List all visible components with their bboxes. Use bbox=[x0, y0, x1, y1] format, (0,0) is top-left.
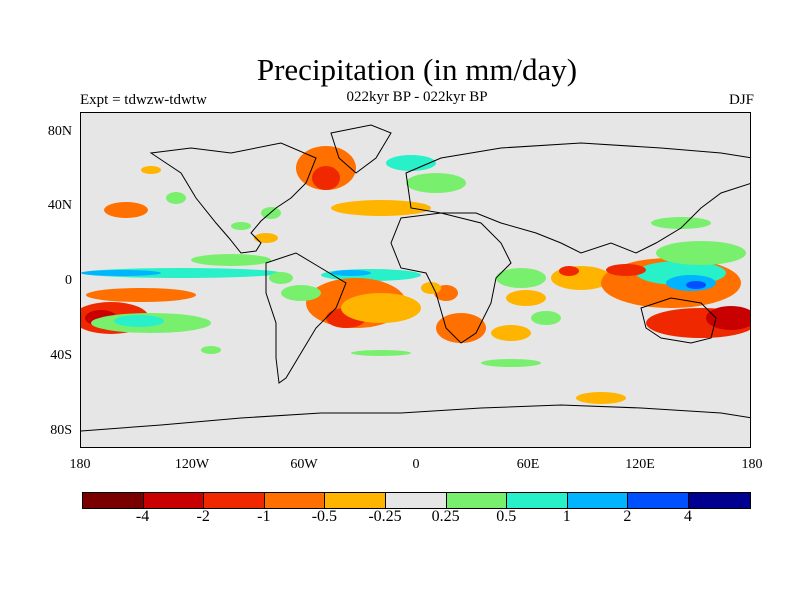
period-label: 022kyr BP - 022kyr BP bbox=[346, 89, 488, 105]
lat-label-40n: 40N bbox=[47, 198, 72, 213]
colorbar-swatch bbox=[446, 493, 508, 508]
colorbar-swatch bbox=[325, 493, 386, 508]
colorbar-swatch bbox=[204, 493, 265, 508]
map-svg bbox=[81, 124, 750, 432]
colorbar-swatch bbox=[507, 493, 568, 508]
colorbar-label: -4 bbox=[135, 508, 150, 525]
lat-label-80s: 80S bbox=[50, 423, 72, 438]
colorbar-swatch bbox=[264, 493, 326, 508]
lon-label-60w: 60W bbox=[290, 457, 318, 472]
colorbar-label: -2 bbox=[196, 508, 210, 525]
colorbar-label: 0.5 bbox=[496, 508, 517, 525]
anomaly-fields bbox=[81, 146, 750, 404]
colorbar-label: 1 bbox=[562, 508, 571, 525]
lat-label-80n: 80N bbox=[47, 124, 72, 139]
lat-label-40s: 40S bbox=[50, 348, 72, 363]
colorbar-label: -0.5 bbox=[311, 508, 338, 525]
lon-label-180e: 180 bbox=[741, 457, 763, 472]
colorbar-label: 4 bbox=[684, 508, 692, 525]
colorbar-swatch bbox=[83, 493, 144, 508]
colorbar-label: -0.25 bbox=[368, 508, 402, 525]
lon-label-120w: 120W bbox=[174, 457, 210, 472]
colorbar-label: 0.25 bbox=[431, 508, 460, 525]
lon-label-120e: 120E bbox=[625, 457, 655, 472]
colorbar-swatch bbox=[567, 493, 629, 508]
colorbar-swatch bbox=[143, 493, 205, 508]
lon-label-180w: 180 bbox=[69, 457, 91, 472]
lon-label-0: 0 bbox=[412, 457, 420, 472]
colorbar-swatch bbox=[628, 493, 689, 508]
colorbar bbox=[82, 492, 751, 509]
colorbar-swatch bbox=[688, 493, 750, 508]
season-label: DJF bbox=[728, 92, 754, 108]
colorbar-swatch bbox=[385, 493, 447, 508]
precipitation-map bbox=[80, 112, 751, 448]
map-title: Precipitation (in mm/day) bbox=[256, 52, 578, 87]
experiment-label: Expt = tdwzw-tdwtw bbox=[80, 92, 207, 108]
colorbar-label: 2 bbox=[623, 508, 632, 525]
colorbar-label: -1 bbox=[257, 508, 271, 525]
lat-label-0: 0 bbox=[65, 273, 72, 288]
lon-label-60e: 60E bbox=[516, 457, 540, 472]
coastlines bbox=[81, 124, 750, 432]
